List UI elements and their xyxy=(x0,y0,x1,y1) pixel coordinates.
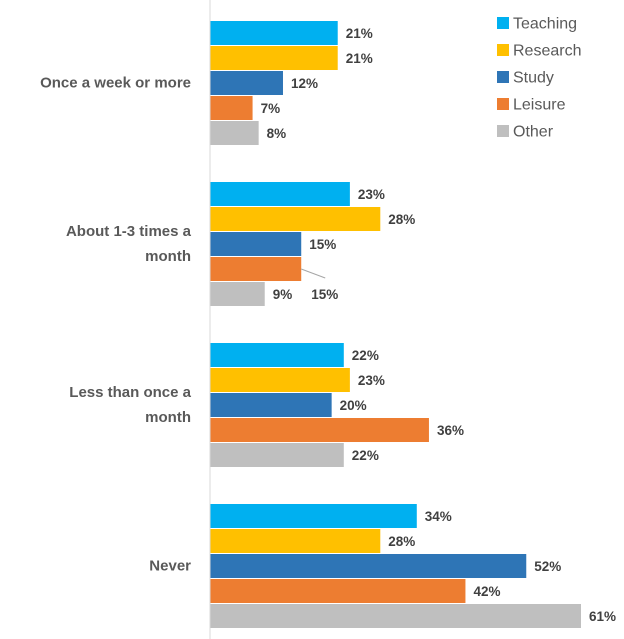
value-label-leisure-2: 36% xyxy=(437,423,464,438)
legend-label-other: Other xyxy=(513,124,554,141)
bar-leisure-3 xyxy=(210,579,466,603)
value-labels-group: 21%21%12%7%8%23%28%15%15%9%22%23%20%36%2… xyxy=(261,26,616,624)
category-label-0-line-0: Once a week or more xyxy=(40,75,191,92)
legend-swatch-teaching xyxy=(497,17,509,29)
category-label-2-line-1: month xyxy=(145,409,191,426)
value-label-study-3: 52% xyxy=(534,559,561,574)
legend-swatch-research xyxy=(497,44,509,56)
category-label-1-line-1: month xyxy=(145,248,191,265)
value-label-leisure-1: 15% xyxy=(311,287,338,302)
category-label-2-line-0: Less than once a xyxy=(69,384,191,401)
bar-teaching-0 xyxy=(210,21,338,45)
legend-label-leisure: Leisure xyxy=(513,97,566,114)
value-label-teaching-2: 22% xyxy=(352,348,379,363)
legend-swatch-leisure xyxy=(497,98,509,110)
bar-study-0 xyxy=(210,71,283,95)
category-label-3-line-0: Never xyxy=(149,558,191,575)
value-label-study-2: 20% xyxy=(340,398,367,413)
bar-study-2 xyxy=(210,393,332,417)
category-label-1-line-0: About 1-3 times a xyxy=(66,223,192,240)
value-label-teaching-3: 34% xyxy=(425,509,452,524)
value-label-other-1: 9% xyxy=(273,287,293,302)
bar-other-0 xyxy=(210,121,259,145)
bar-leisure-2 xyxy=(210,418,429,442)
value-label-research-2: 23% xyxy=(358,373,385,388)
value-label-teaching-1: 23% xyxy=(358,187,385,202)
legend-swatch-study xyxy=(497,71,509,83)
legend-swatch-other xyxy=(497,125,509,137)
bar-leisure-0 xyxy=(210,96,253,120)
value-label-leisure-3: 42% xyxy=(473,584,500,599)
value-label-other-2: 22% xyxy=(352,448,379,463)
bar-teaching-1 xyxy=(210,182,350,206)
value-label-study-1: 15% xyxy=(309,237,336,252)
legend-label-research: Research xyxy=(513,43,581,60)
bar-research-0 xyxy=(210,46,338,70)
bars-group xyxy=(210,21,581,628)
bar-study-1 xyxy=(210,232,302,256)
value-label-study-0: 12% xyxy=(291,76,318,91)
value-label-leisure-0: 7% xyxy=(261,101,281,116)
value-label-other-0: 8% xyxy=(267,126,287,141)
bar-research-2 xyxy=(210,368,350,392)
legend: Teaching Research Study Leisure Other xyxy=(497,16,581,141)
label-leader-line xyxy=(301,268,326,279)
bar-study-3 xyxy=(210,554,527,578)
category-labels-group: Once a week or more About 1-3 times a mont… xyxy=(40,75,192,575)
bar-other-1 xyxy=(210,282,265,306)
bar-teaching-3 xyxy=(210,504,417,528)
legend-label-teaching: Teaching xyxy=(513,16,577,33)
bar-research-1 xyxy=(210,207,381,231)
value-label-teaching-0: 21% xyxy=(346,26,373,41)
bar-research-3 xyxy=(210,529,381,553)
bar-other-3 xyxy=(210,604,581,628)
bar-teaching-2 xyxy=(210,343,344,367)
value-label-research-3: 28% xyxy=(388,534,415,549)
value-label-research-1: 28% xyxy=(388,212,415,227)
bar-other-2 xyxy=(210,443,344,467)
value-label-research-0: 21% xyxy=(346,51,373,66)
bar-leisure-1 xyxy=(210,257,302,281)
value-label-other-3: 61% xyxy=(589,609,616,624)
legend-label-study: Study xyxy=(513,70,554,87)
